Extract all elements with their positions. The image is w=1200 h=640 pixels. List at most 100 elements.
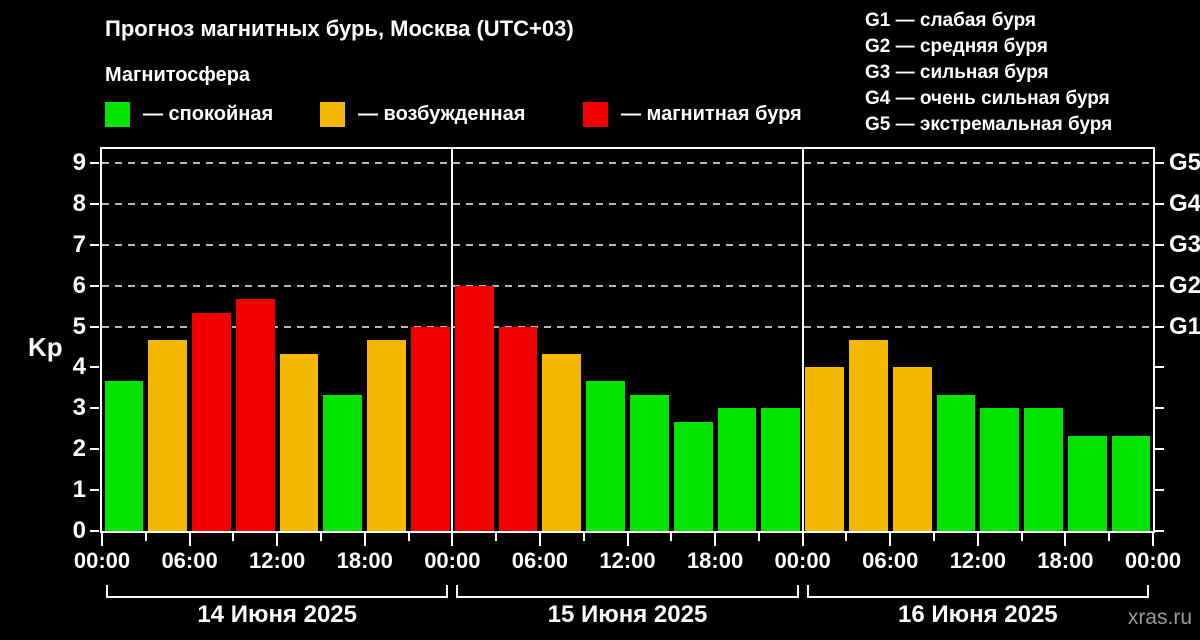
plot-area [100,147,1155,533]
gridline-g2 [102,284,1153,287]
storm-scale-line-g4: G4 — очень сильная буря [865,88,1110,109]
storm-color-swatch [583,101,608,127]
kp-bar [542,353,582,531]
kp-bar [104,380,144,531]
right-axis-tick [1155,366,1164,369]
y-axis-tick [90,489,99,492]
g-level-label-g2: G2 [1169,271,1200,299]
x-axis-major-tick [714,533,717,546]
right-axis-tick [1155,489,1164,492]
x-axis-minor-tick [407,533,410,541]
y-axis-tick-label: 1 [72,476,86,504]
x-axis-minor-tick [319,533,322,541]
x-axis-tick-label: 12:00 [249,548,306,573]
x-axis-minor-tick [845,533,848,541]
x-axis-major-tick [626,533,629,546]
y-axis-tick [90,284,99,287]
legend-label-storm: — магнитная буря [621,102,802,125]
x-axis-major-tick [801,533,804,546]
day-separator [801,149,804,531]
chart-subtitle: Магнитосфера [105,64,251,86]
kp-bar [1024,408,1063,531]
y-axis-tick [90,243,99,246]
excited-color-swatch [320,101,345,127]
chart-title: Прогноз магнитных бурь, Москва (UTC+03) [105,16,574,41]
date-bracket [806,585,1149,598]
storm-scale-line-g5: G5 — экстремальная буря [865,114,1113,135]
x-axis-major-tick [1064,533,1067,546]
kp-bar [279,353,319,531]
kp-bar [411,326,450,531]
x-axis-tick-label: 12:00 [599,548,656,573]
gridline-g3 [102,243,1153,246]
date-bracket [106,585,449,598]
x-axis-tick-label: 18:00 [686,548,744,573]
x-axis-tick-label: 00:00 [774,548,831,573]
y-axis-tick-label: 8 [72,189,86,217]
date-label: 14 Июня 2025 [197,601,357,628]
kp-bar [235,299,275,531]
legend-item-storm: — магнитная буря [583,101,802,127]
kp-bar [323,394,363,531]
right-axis-tick [1155,243,1164,246]
day-separator [451,149,454,531]
x-axis-minor-tick [1108,533,1111,541]
y-axis-tick [90,530,99,532]
x-axis-minor-tick [495,533,498,541]
gridline-g5 [102,162,1153,164]
kp-bar [192,313,231,531]
x-axis-major-tick [101,533,103,546]
x-axis-tick-label: 06:00 [161,548,218,573]
kp-bar [673,421,713,531]
legend-item-quiet: — спокойная [105,101,273,127]
x-axis-major-tick [1152,533,1154,546]
right-axis-tick [1155,407,1164,410]
storm-scale-line-g1: G1 — слабая буря [865,10,1037,31]
kp-bar [936,394,976,531]
y-axis-tick-label: 0 [72,517,86,544]
right-axis-tick [1155,448,1164,451]
g-level-label-g4: G4 [1169,189,1200,217]
g-level-label-g5: G5 [1169,149,1200,176]
x-axis-tick-label: 00:00 [73,548,131,573]
kp-bar [761,408,801,531]
y-axis-tick [90,366,99,369]
x-axis-minor-tick [933,533,936,541]
right-axis-tick [1155,162,1164,164]
x-axis-major-tick [188,533,191,546]
right-axis-tick [1155,325,1164,328]
kp-bar [980,408,1020,531]
y-axis-tick [90,448,99,451]
y-axis-tick-label: 2 [72,435,86,463]
watermark: xras.ru [1127,606,1192,629]
kp-bar [454,285,494,531]
y-axis-tick [90,407,99,410]
x-axis-tick-label: 06:00 [862,548,919,573]
y-axis-tick [90,202,99,205]
date-label: 16 Июня 2025 [897,601,1058,628]
gridline-g4 [102,202,1153,205]
kp-bar [805,367,844,531]
kp-bar [892,367,932,531]
x-axis-tick-label: 18:00 [336,548,393,573]
x-axis-minor-tick [670,533,673,541]
x-axis-minor-tick [582,533,585,541]
quiet-color-swatch [105,101,130,127]
legend-label-quiet: — спокойная [143,102,274,125]
legend-item-excited: — возбужденная [320,101,525,127]
y-axis-tick [90,325,99,328]
kp-bar [498,326,538,531]
kp-bar [630,394,669,531]
x-axis-major-tick [889,533,892,546]
kp-bar [717,408,757,531]
x-axis-major-tick [538,533,541,546]
right-axis-tick [1155,530,1164,532]
right-axis-tick [1155,284,1164,287]
x-axis-tick-label: 00:00 [1124,548,1182,573]
storm-scale-legend: G1 — слабая буря G2 — средняя буря G3 — … [865,8,1112,138]
y-axis-label: Kp [28,332,63,362]
x-axis-major-tick [451,533,454,546]
x-axis-tick-label: 06:00 [511,548,569,573]
y-axis-tick-label: 3 [72,394,86,422]
y-axis-tick-label: 9 [72,149,86,176]
